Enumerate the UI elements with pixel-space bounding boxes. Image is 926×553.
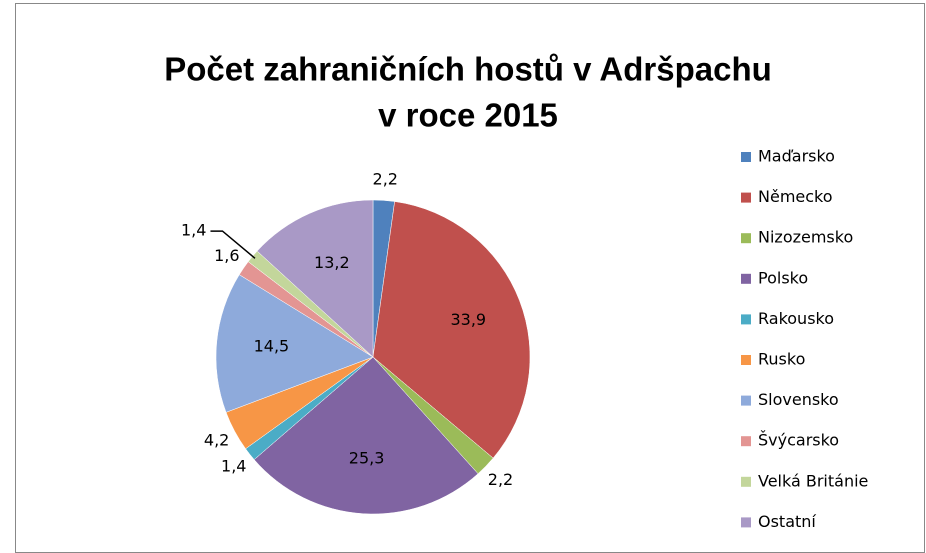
legend-swatch <box>741 273 751 284</box>
legend-label: Ostatní <box>758 512 816 531</box>
pie-slice <box>215 274 374 413</box>
legend-swatch <box>741 476 751 487</box>
legend-label: Polsko <box>758 268 808 287</box>
legend-swatch <box>741 192 751 203</box>
legend-label: Maďarsko <box>758 147 835 166</box>
legend-swatch <box>741 355 751 365</box>
legend-swatch <box>741 314 751 325</box>
legend-swatch <box>741 517 751 528</box>
data-label: 1,6 <box>214 246 239 265</box>
data-label: 33,9 <box>450 310 486 329</box>
leader-line <box>210 230 256 259</box>
data-label: 2,2 <box>488 470 513 489</box>
legend-label: Švýcarsko <box>758 431 839 450</box>
data-label: 1,4 <box>221 456 246 475</box>
legend-label: Rakousko <box>758 309 834 328</box>
legend-swatch <box>741 233 751 244</box>
chart-title: v roce 2015 <box>378 97 558 134</box>
chart-title: Počet zahraničních hostů v Adršpachu <box>164 51 772 88</box>
pie-slice <box>253 356 479 515</box>
legend-swatch <box>741 436 751 447</box>
legend-label: Velká Británie <box>758 471 868 490</box>
data-label: 14,5 <box>254 337 290 356</box>
data-label: 25,3 <box>349 448 385 467</box>
pie-slice <box>256 199 374 358</box>
data-label: 2,2 <box>373 170 398 189</box>
legend-label: Německo <box>758 187 833 206</box>
legend-swatch <box>741 395 751 406</box>
pie-slice <box>372 201 531 459</box>
data-label: 4,2 <box>204 430 229 449</box>
legend-label: Rusko <box>758 350 805 369</box>
legend-swatch <box>741 152 751 162</box>
legend-label: Slovensko <box>758 390 839 409</box>
data-label: 13,2 <box>314 253 350 272</box>
data-label: 1,4 <box>181 221 206 240</box>
legend-label: Nizozemsko <box>758 228 853 247</box>
